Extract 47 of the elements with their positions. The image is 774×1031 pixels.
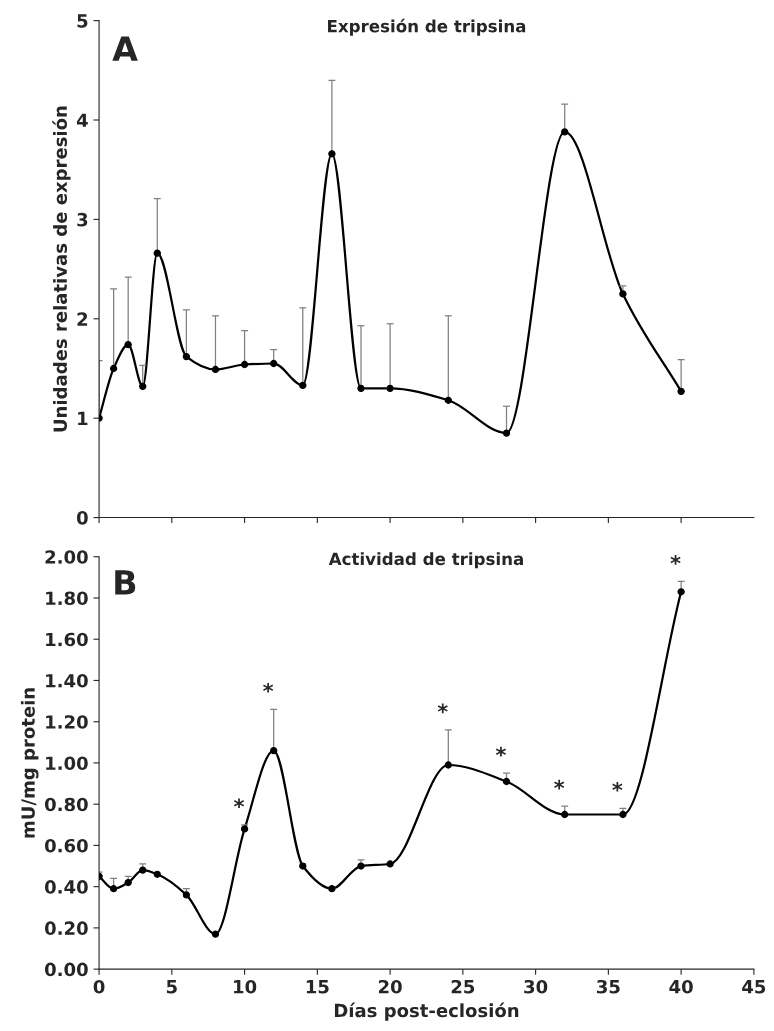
annotation: * xyxy=(670,555,681,565)
y-tick-label: 0 xyxy=(76,511,88,525)
annotation: * xyxy=(437,703,448,714)
y-tick-label: 0.40 xyxy=(44,880,88,894)
point xyxy=(124,340,132,349)
y-tick-label: 1.20 xyxy=(46,715,88,729)
annotation: * xyxy=(554,779,565,790)
y-tick-label: 1.80 xyxy=(46,591,88,606)
point xyxy=(299,381,307,390)
x-tick-label: 20 xyxy=(378,979,402,994)
y-axis-title: mU/mg protein xyxy=(20,688,39,838)
annotation: * xyxy=(263,682,274,693)
chart-title: Expresión de tripsina xyxy=(328,18,526,36)
y-axis-title: Unidades relativas de expresión xyxy=(52,106,71,432)
x-tick-label: 35 xyxy=(597,979,620,994)
chart-title: Actividad de tripsina xyxy=(328,552,523,569)
annotation: B xyxy=(115,570,136,595)
x-tick-label: 45 xyxy=(742,980,766,994)
x-tick-label: 10 xyxy=(234,979,257,994)
y-tick-label: 1.00 xyxy=(46,756,88,771)
y-tick-label: 0.20 xyxy=(44,921,88,936)
y-tick-label: 1 xyxy=(78,411,88,426)
x-tick-label: 30 xyxy=(524,979,548,994)
y-tick-label: 0.00 xyxy=(44,962,88,977)
point xyxy=(153,870,161,878)
x-tick-label: 15 xyxy=(306,980,329,994)
annotation: * xyxy=(234,798,245,809)
x-tick-label: 0 xyxy=(93,979,105,994)
y-tick-label: 1.40 xyxy=(46,673,88,688)
x-tick-label: 5 xyxy=(166,980,177,994)
x-tick-label: 40 xyxy=(669,979,693,994)
x-tick-label: 25 xyxy=(451,979,475,994)
annotation: A xyxy=(112,36,138,61)
y-tick-label: 2 xyxy=(77,312,88,326)
y-tick-label: 0.80 xyxy=(44,797,88,812)
annotation: * xyxy=(612,781,623,792)
y-tick-label: 3 xyxy=(77,212,88,227)
y-tick-label: 4 xyxy=(76,113,88,127)
y-tick-label: 2.00 xyxy=(45,550,88,564)
y-tick-label: 1.60 xyxy=(46,632,88,647)
point xyxy=(386,860,394,868)
y-tick-label: 0.60 xyxy=(44,838,88,853)
x-axis-title: Días post-eclosión xyxy=(334,1002,519,1021)
point xyxy=(211,930,220,938)
point xyxy=(139,382,147,391)
annotation: * xyxy=(495,746,506,757)
y-tick-label: 5 xyxy=(77,14,88,28)
